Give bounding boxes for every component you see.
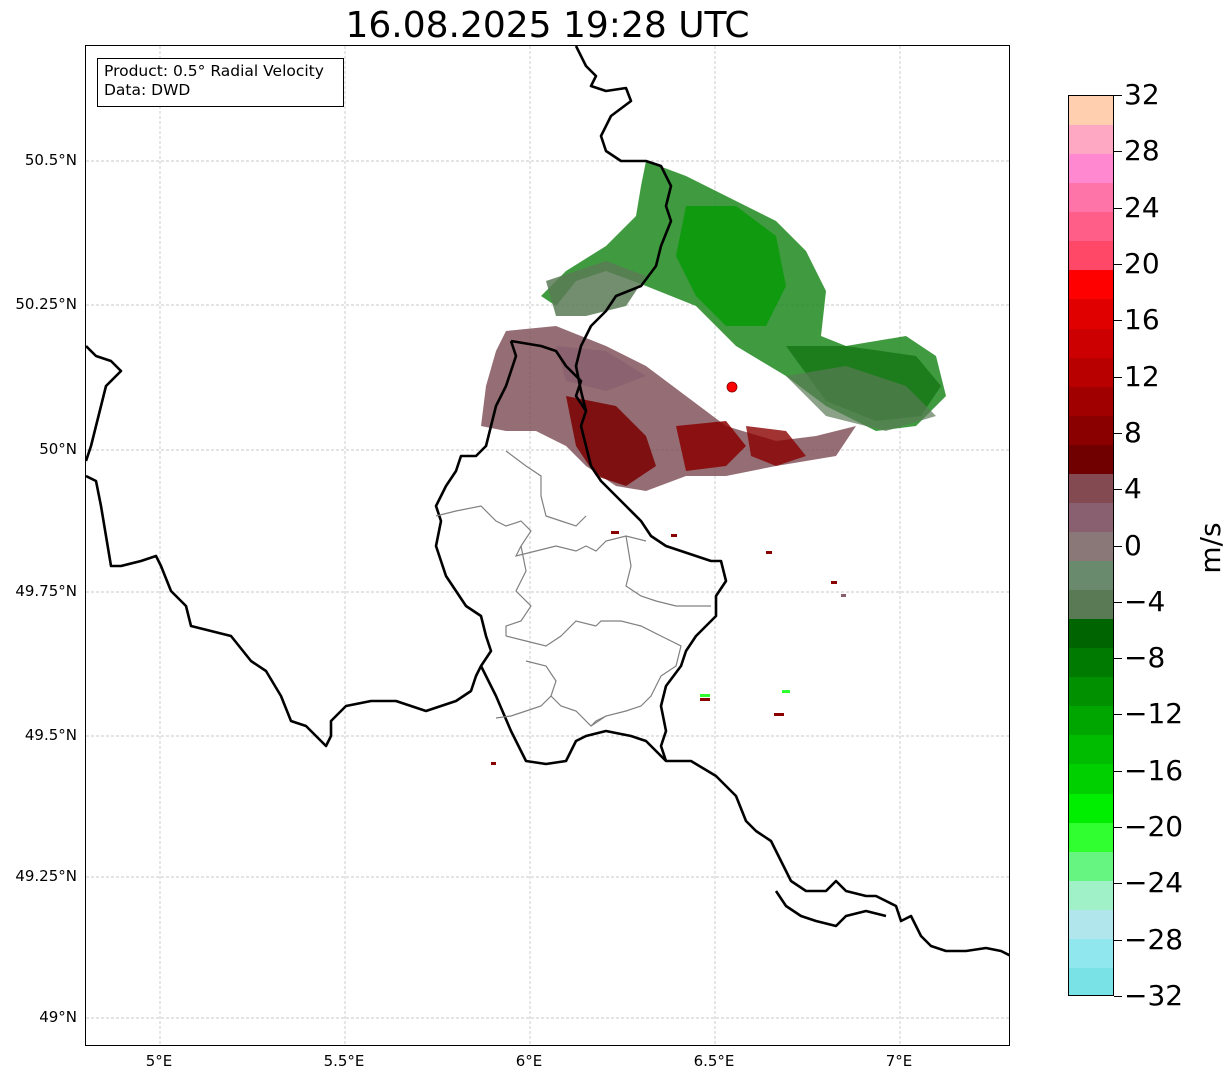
colorbar-segment [1069,415,1113,445]
colorbar-tick [1114,95,1122,96]
colorbar-segment [1069,764,1113,794]
colorbar-tick [1114,770,1122,772]
colorbar-segment [1069,822,1113,852]
colorbar-tick-label: −4 [1124,584,1166,618]
y-tick-label: 49.5°N [24,726,77,744]
x-tick-label: 5°E [145,1052,173,1070]
colorbar-tick [1114,263,1122,265]
colorbar-tick-label: 16 [1124,303,1160,337]
colorbar-segment [1069,386,1113,416]
colorbar-tick-label: −8 [1124,641,1166,675]
colorbar-tick [1114,658,1122,660]
x-tick-label: 6.5°E [693,1052,735,1070]
colorbar-segment [1069,938,1113,968]
colorbar-tick [1114,489,1122,491]
colorbar-segment [1069,125,1113,155]
velocity-echoes-positive [481,326,856,491]
info-product: Product: 0.5° Radial Velocity [104,62,324,80]
colorbar-tick [1114,432,1122,434]
colorbar-segment [1069,735,1113,765]
colorbar-tick [1114,883,1122,885]
colorbar-segment [1069,909,1113,939]
x-tick-label: 7°E [885,1052,913,1070]
map-panel[interactable] [85,45,1010,1046]
chart-title: 16.08.2025 19:28 UTC [345,5,750,46]
colorbar-segment [1069,357,1113,387]
colorbar-tick [1114,545,1122,547]
colorbar-segment [1069,677,1113,707]
colorbar-segment [1069,444,1113,474]
echo-speckles [491,531,846,765]
colorbar-tick-label: −16 [1124,753,1184,787]
info-box: Product: 0.5° Radial Velocity Data: DWD [97,58,344,107]
colorbar-tick [1114,320,1122,322]
colorbar-tick-label: −20 [1124,810,1184,844]
y-tick-label: 50.25°N [15,295,77,313]
y-tick-label: 49.25°N [15,867,77,885]
y-tick-label: 50°N [39,440,77,458]
colorbar-tick-label: 0 [1124,528,1142,562]
colorbar-tick-label: −28 [1124,922,1184,956]
colorbar-segment [1069,473,1113,503]
colorbar-segment [1069,212,1113,242]
colorbar-tick [1114,939,1122,941]
colorbar-tick-label: 24 [1124,190,1160,224]
colorbar-tick-label: 8 [1124,415,1142,449]
colorbar-tick-label: 20 [1124,246,1160,280]
colorbar-segment [1069,328,1113,358]
country-borders [86,46,1009,957]
colorbar-segment [1069,561,1113,591]
info-data-source: Data: DWD [104,81,191,99]
map-canvas [86,46,1009,1045]
y-tick-label: 49.75°N [15,582,77,600]
colorbar-segment [1069,706,1113,736]
colorbar-tick [1114,376,1122,378]
x-tick-label: 6°E [515,1052,543,1070]
colorbar-segment [1069,270,1113,300]
colorbar [1068,95,1114,996]
colorbar-segment [1069,154,1113,184]
colorbar-tick-label: −24 [1124,866,1184,900]
colorbar-tick [1114,996,1122,997]
colorbar-segment [1069,619,1113,649]
colorbar-segment [1069,183,1113,213]
y-tick-label: 50.5°N [24,151,77,169]
y-tick-label: 49°N [39,1008,77,1026]
radar-site-marker [726,381,738,393]
colorbar-tick-label: 4 [1124,472,1142,506]
velocity-echoes-negative [541,161,946,431]
colorbar-unit-label: m/s [1194,522,1225,574]
colorbar-tick-label: 28 [1124,134,1160,168]
colorbar-tick-label: −12 [1124,697,1184,731]
colorbar-segment [1069,793,1113,823]
colorbar-segment [1069,299,1113,329]
colorbar-tick [1114,601,1122,603]
colorbar-segment [1069,502,1113,532]
colorbar-segment [1069,241,1113,271]
colorbar-tick [1114,714,1122,716]
colorbar-tick [1114,207,1122,209]
colorbar-segment [1069,590,1113,620]
colorbar-segment [1069,851,1113,881]
colorbar-segment [1069,880,1113,910]
colorbar-tick [1114,827,1122,829]
colorbar-tick [1114,151,1122,153]
colorbar-tick-label: −32 [1124,979,1184,1012]
colorbar-segment [1069,531,1113,561]
colorbar-segment [1069,967,1113,995]
x-tick-label: 5.5°E [323,1052,365,1070]
colorbar-segment [1069,96,1113,126]
colorbar-tick-label: 12 [1124,359,1160,393]
colorbar-tick-label: 32 [1124,78,1160,111]
colorbar-segment [1069,648,1113,678]
admin-borders [435,450,711,727]
